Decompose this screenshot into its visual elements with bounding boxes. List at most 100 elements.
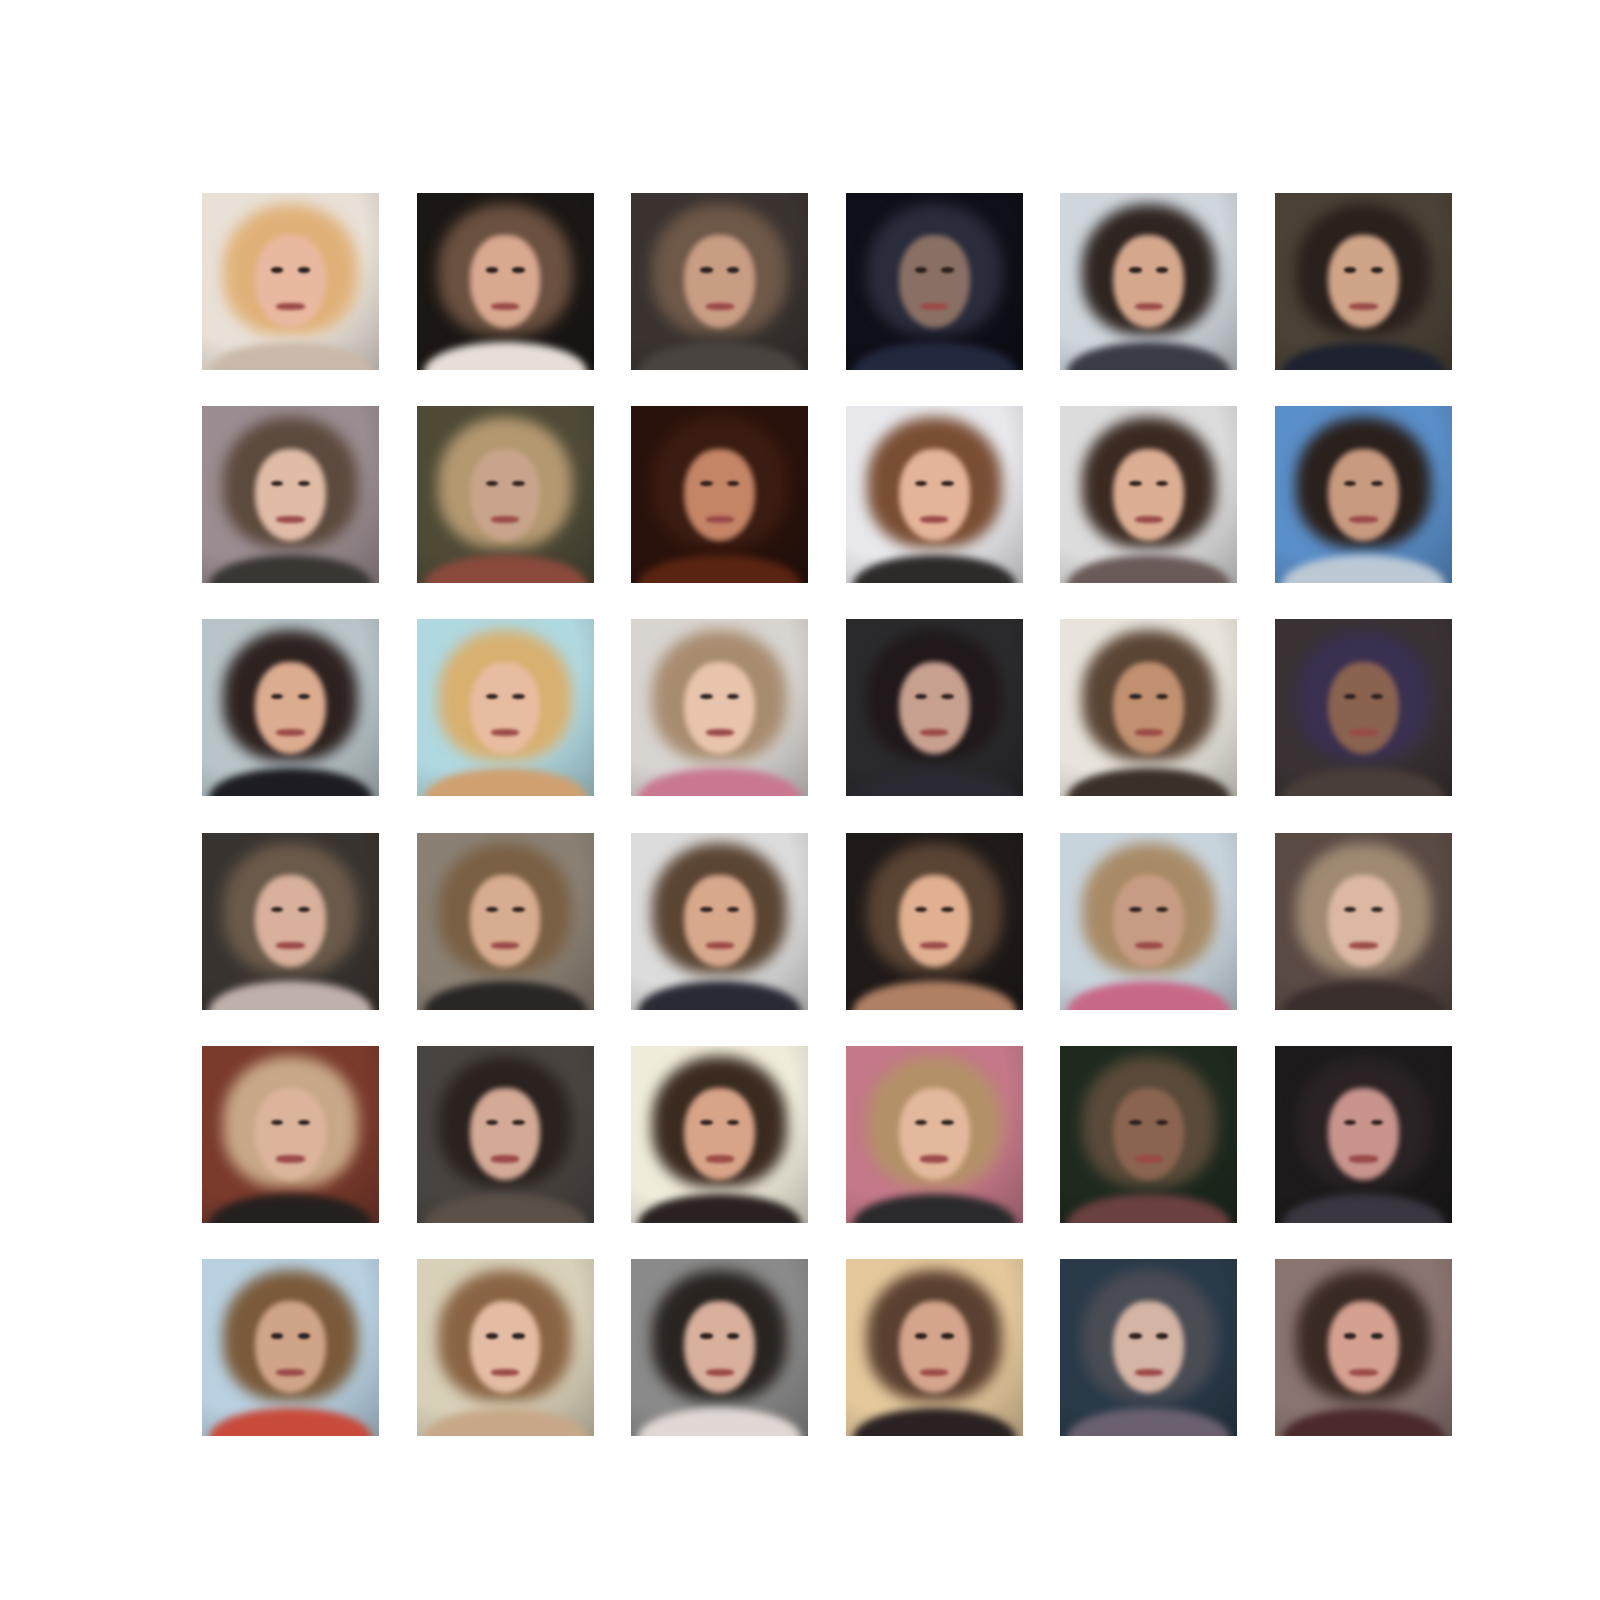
- right-eye: [1370, 1333, 1383, 1339]
- right-eye: [726, 480, 740, 486]
- left-eye: [485, 1120, 498, 1126]
- face-region: [1328, 875, 1399, 968]
- face-sample-grid: [202, 193, 1452, 1436]
- left-eye: [485, 480, 498, 486]
- left-eye: [700, 1120, 713, 1126]
- face-region: [469, 1088, 541, 1181]
- face-image-tile: [631, 1258, 809, 1436]
- mouth: [920, 302, 949, 310]
- right-eye: [297, 906, 310, 913]
- face-image-tile: [1274, 1045, 1452, 1223]
- left-eye: [914, 1120, 928, 1126]
- left-eye: [1343, 1333, 1357, 1339]
- face-image-tile: [1274, 619, 1452, 797]
- right-eye: [1155, 1120, 1169, 1126]
- left-eye: [914, 906, 928, 913]
- face-region: [684, 1301, 756, 1394]
- left-eye: [914, 693, 928, 699]
- right-eye: [512, 1333, 525, 1339]
- face-image-tile: [416, 406, 594, 584]
- mouth: [1134, 942, 1164, 950]
- right-eye: [1370, 480, 1383, 486]
- face-image-tile: [1060, 406, 1238, 584]
- left-eye: [914, 480, 928, 486]
- right-eye: [1370, 693, 1383, 699]
- face-region: [1113, 235, 1185, 328]
- mouth: [920, 1155, 949, 1163]
- face-image-tile: [845, 406, 1023, 584]
- left-eye: [700, 480, 713, 486]
- left-eye: [1129, 1120, 1142, 1126]
- face-image-tile: [631, 1045, 809, 1223]
- face-region: [1328, 1088, 1399, 1181]
- left-eye: [1343, 267, 1357, 273]
- face-region: [255, 1088, 326, 1181]
- face-region: [469, 661, 541, 754]
- face-image-tile: [1274, 832, 1452, 1010]
- left-eye: [914, 1333, 928, 1339]
- face-image-tile: [1060, 832, 1238, 1010]
- right-eye: [512, 693, 525, 699]
- face-region: [684, 1088, 756, 1181]
- face-region: [1113, 448, 1185, 541]
- left-eye: [271, 1120, 284, 1126]
- mouth: [276, 1155, 305, 1163]
- face-region: [684, 661, 756, 754]
- face-image-tile: [845, 1045, 1023, 1223]
- face-image-tile: [202, 619, 379, 797]
- left-eye: [271, 906, 284, 913]
- face-image-tile: [416, 193, 594, 370]
- face-image-tile: [845, 619, 1023, 797]
- face-region: [1328, 448, 1399, 541]
- left-eye: [1129, 267, 1142, 273]
- face-image-tile: [845, 193, 1023, 370]
- mouth: [705, 1368, 734, 1376]
- face-image-tile: [202, 1258, 379, 1436]
- face-region: [1328, 661, 1399, 754]
- right-eye: [1370, 906, 1383, 913]
- face-region: [898, 875, 970, 968]
- left-eye: [700, 267, 713, 273]
- right-eye: [297, 267, 310, 273]
- mouth: [490, 1368, 520, 1376]
- face-image-tile: [631, 406, 809, 584]
- left-eye: [700, 906, 713, 913]
- face-region: [1328, 235, 1399, 328]
- right-eye: [941, 906, 954, 913]
- face-region: [684, 448, 756, 541]
- right-eye: [297, 1333, 310, 1339]
- face-region: [684, 235, 756, 328]
- face-image-tile: [845, 1258, 1023, 1436]
- left-eye: [1343, 480, 1357, 486]
- mouth: [276, 942, 305, 950]
- mouth: [1349, 515, 1378, 523]
- right-eye: [941, 1333, 954, 1339]
- right-eye: [726, 1333, 740, 1339]
- face-region: [255, 875, 326, 968]
- face-region: [255, 661, 326, 754]
- mouth: [276, 729, 305, 737]
- face-image-tile: [631, 832, 809, 1010]
- left-eye: [1129, 480, 1142, 486]
- face-region: [255, 1301, 326, 1394]
- left-eye: [485, 1333, 498, 1339]
- left-eye: [914, 267, 928, 273]
- face-image-tile: [1274, 406, 1452, 584]
- mouth: [490, 942, 520, 950]
- left-eye: [485, 267, 498, 273]
- face-region: [898, 448, 970, 541]
- face-region: [469, 875, 541, 968]
- right-eye: [726, 267, 740, 273]
- face-image-tile: [202, 832, 379, 1010]
- right-eye: [726, 693, 740, 699]
- face-region: [469, 235, 541, 328]
- right-eye: [1155, 1333, 1169, 1339]
- mouth: [276, 1368, 305, 1376]
- mouth: [705, 942, 734, 950]
- face-region: [898, 1301, 970, 1394]
- right-eye: [726, 1120, 740, 1126]
- face-region: [898, 661, 970, 754]
- right-eye: [297, 693, 310, 699]
- left-eye: [700, 1333, 713, 1339]
